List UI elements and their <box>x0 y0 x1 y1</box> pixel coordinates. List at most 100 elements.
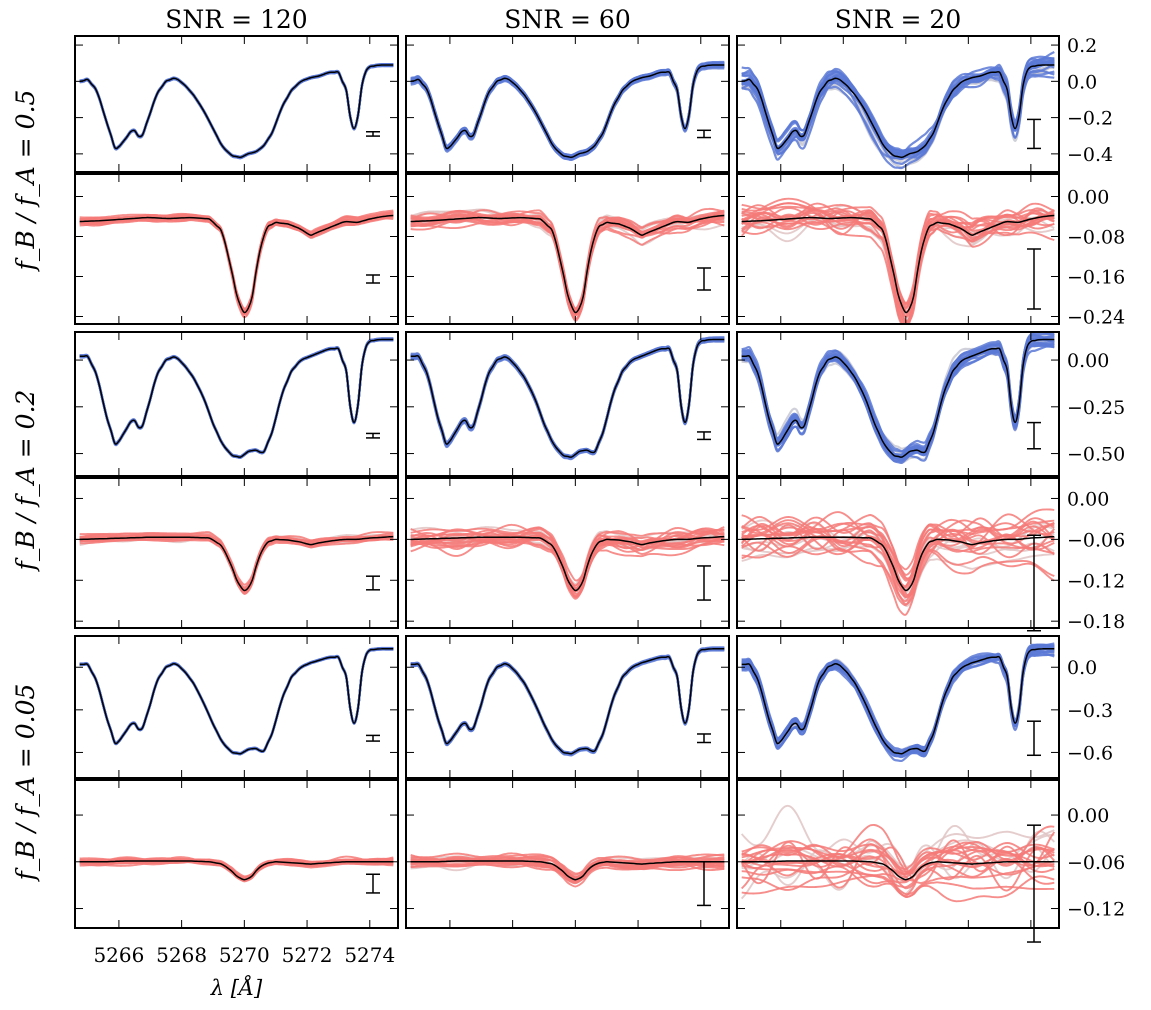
primary-posterior-sample <box>410 646 725 754</box>
primary-posterior-sample <box>410 64 725 158</box>
primary-posterior-sample <box>410 336 725 458</box>
primary-posterior-sample <box>79 647 394 755</box>
primary-posterior-sample <box>79 338 394 458</box>
primary-posterior-sample <box>410 647 725 755</box>
primary-posterior-sample <box>79 339 394 459</box>
primary-posterior-sample <box>410 62 725 158</box>
primary-posterior-sample <box>79 647 394 756</box>
row-label: f_B / f_A = 0.5 <box>11 90 40 273</box>
primary-posterior-sample <box>410 336 725 458</box>
primary-posterior-sample <box>410 63 725 159</box>
primary-posterior-sample <box>79 337 394 458</box>
secondary-posterior-sample <box>79 536 394 595</box>
panel-frame <box>74 477 399 629</box>
primary-posterior-sample <box>741 647 1055 755</box>
y-tick-label: −0.16 <box>1067 267 1125 289</box>
secondary-posterior-sample <box>741 515 1055 581</box>
panel-frame <box>405 635 730 779</box>
panel <box>405 635 730 779</box>
panel <box>74 331 399 477</box>
primary-posterior-sample <box>79 338 394 459</box>
row-label: f_B / f_A = 0.05 <box>11 684 40 883</box>
primary-posterior-sample <box>79 63 394 160</box>
primary-posterior-sample <box>79 647 394 755</box>
primary-posterior-sample <box>410 648 725 756</box>
panel <box>736 173 1060 325</box>
primary-posterior-sample <box>410 65 725 160</box>
primary-posterior-sample <box>79 647 394 755</box>
primary-posterior-sample <box>741 332 1055 458</box>
secondary-posterior-sample <box>410 220 725 322</box>
primary-posterior-sample <box>79 64 394 160</box>
primary-posterior-sample <box>410 647 725 756</box>
primary-posterior-sample <box>410 647 725 756</box>
panel-frame <box>736 779 1060 929</box>
y-tick-label: 0.00 <box>1067 805 1109 827</box>
primary-posterior-sample <box>410 647 725 755</box>
panel-frame <box>405 779 730 929</box>
panel <box>74 173 399 325</box>
primary-posterior-sample <box>79 647 394 755</box>
primary-posterior-sample <box>410 648 725 755</box>
panel-frame <box>736 173 1060 325</box>
primary-posterior-sample <box>410 65 725 159</box>
truth-line <box>79 214 394 314</box>
x-tick-label: 5272 <box>282 943 333 967</box>
y-tick-label: 0.2 <box>1067 35 1097 57</box>
secondary-posterior-sample <box>741 519 1055 582</box>
truth-line <box>410 64 725 159</box>
primary-posterior-sample <box>79 64 394 159</box>
primary-posterior-sample <box>741 51 1055 154</box>
primary-posterior-sample <box>79 647 394 755</box>
y-tick-label: −0.08 <box>1067 227 1125 249</box>
secondary-posterior-sample <box>79 536 394 595</box>
primary-posterior-sample <box>410 336 725 458</box>
primary-posterior-sample <box>410 339 725 461</box>
secondary-posterior-sample <box>741 529 1055 607</box>
primary-posterior-sample <box>741 647 1055 755</box>
primary-posterior-sample <box>410 66 725 161</box>
primary-posterior-sample <box>741 650 1055 755</box>
primary-posterior-sample <box>741 644 1055 758</box>
primary-posterior-sample <box>741 335 1055 458</box>
primary-posterior-sample <box>79 64 394 159</box>
primary-posterior-sample <box>79 338 394 459</box>
x-tick-label: 5266 <box>93 943 144 967</box>
secondary-posterior-sample <box>741 838 1055 875</box>
primary-posterior-sample <box>79 63 394 159</box>
primary-posterior-sample <box>79 63 394 159</box>
truth-line <box>79 648 394 755</box>
y-tick-label: −0.06 <box>1067 852 1125 874</box>
panel-frame <box>736 635 1060 779</box>
primary-posterior-sample <box>79 338 394 459</box>
primary-posterior-sample <box>79 338 394 459</box>
primary-posterior-sample <box>79 648 394 756</box>
primary-posterior-sample <box>741 650 1055 763</box>
primary-posterior-sample <box>79 338 394 459</box>
primary-posterior-sample <box>410 340 725 460</box>
y-tick-label: 0.0 <box>1067 657 1097 679</box>
primary-posterior-sample <box>741 334 1055 457</box>
x-tick-label: 5270 <box>219 943 270 967</box>
primary-posterior-sample <box>79 647 394 755</box>
truth-line <box>741 64 1055 159</box>
panel-frame <box>405 477 730 629</box>
secondary-posterior-sample <box>741 844 1055 882</box>
y-tick-label: −0.25 <box>1067 397 1125 419</box>
primary-posterior-sample <box>79 647 394 755</box>
y-tick-label: −0.6 <box>1067 742 1113 764</box>
y-tick-label: 0.00 <box>1067 187 1109 209</box>
primary-posterior-sample <box>79 648 394 756</box>
primary-posterior-sample <box>410 62 725 158</box>
y-tick-label: 0.0 <box>1067 71 1097 93</box>
secondary-posterior-sample <box>79 215 394 319</box>
y-tick-label: −0.50 <box>1067 444 1125 466</box>
primary-posterior-sample <box>79 63 394 159</box>
primary-posterior-sample <box>410 646 725 754</box>
primary-posterior-sample <box>79 648 394 756</box>
y-tick-label: −0.2 <box>1067 108 1113 130</box>
truth-line <box>79 338 394 458</box>
primary-posterior-sample <box>79 64 394 159</box>
primary-posterior-sample <box>741 646 1055 758</box>
